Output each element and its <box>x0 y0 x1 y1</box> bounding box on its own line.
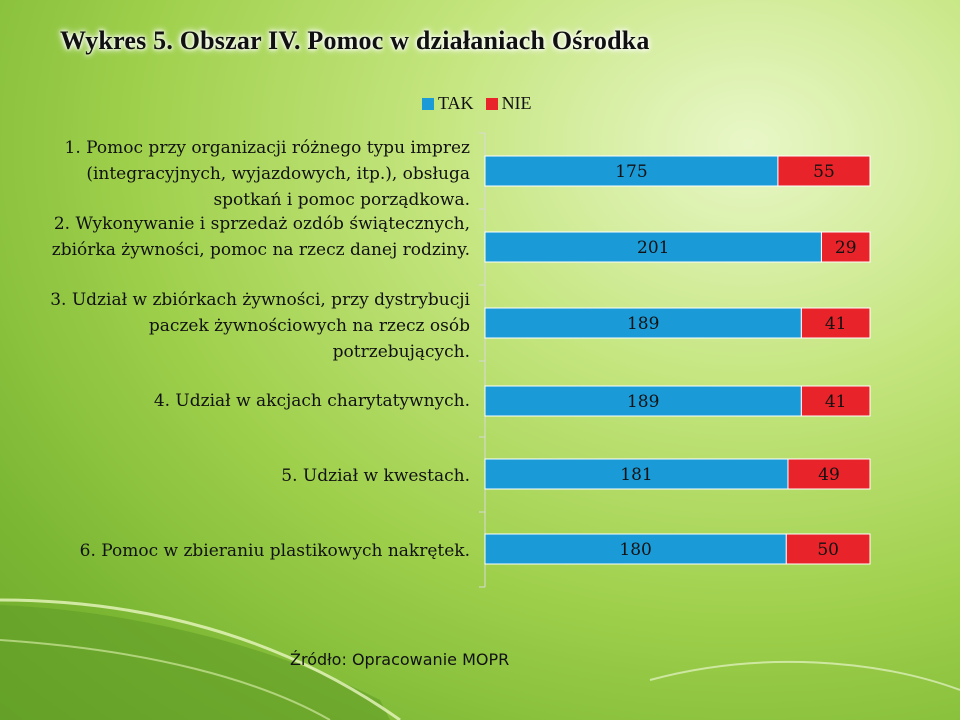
category-label-6: 6. Pomoc w zbieraniu plastikowych nakręt… <box>79 541 470 561</box>
legend-swatch-tak <box>422 97 434 110</box>
legend-label-nie: NIE <box>501 93 532 113</box>
bar-tak-6 <box>484 533 787 565</box>
category-label-5: 5. Udział w kwestach. <box>281 466 470 486</box>
value-label-nie-1: 55 <box>813 162 835 182</box>
value-label-tak-1: 175 <box>615 162 647 182</box>
legend: TAK NIE <box>422 93 544 114</box>
value-label-tak-3: 189 <box>627 314 659 334</box>
bar-tak-5 <box>484 458 789 490</box>
category-label-4: 4. Udział w akcjach charytatywnych. <box>153 391 470 411</box>
chart-title: Wykres 5. Obszar IV. Pomoc w działaniach… <box>60 26 650 55</box>
value-label-tak-6: 180 <box>619 540 651 560</box>
category-label-3: 3. Udział w zbiórkach żywności, przy dys… <box>50 290 470 362</box>
value-label-nie-2: 29 <box>835 238 857 258</box>
value-label-nie-3: 41 <box>825 314 847 334</box>
legend-swatch-nie <box>485 97 498 110</box>
value-label-nie-4: 41 <box>825 392 847 412</box>
bar-nie-1 <box>777 155 871 187</box>
legend-item-nie: NIE <box>485 93 532 114</box>
bar-nie-2 <box>820 231 871 263</box>
legend-label-tak: TAK <box>438 93 474 113</box>
category-label-1: 1. Pomoc przy organizacji różnego typu i… <box>64 138 470 210</box>
legend-item-tak: TAK <box>422 93 474 114</box>
category-label-2: 2. Wykonywanie i sprzedaż ozdób świątecz… <box>51 214 470 260</box>
bar-nie-3 <box>800 307 871 339</box>
bar-tak-3 <box>484 307 802 339</box>
value-label-nie-5: 49 <box>818 465 840 485</box>
bar-tak-4 <box>484 385 802 417</box>
value-label-tak-2: 201 <box>637 238 669 258</box>
value-label-tak-5: 181 <box>620 465 652 485</box>
value-label-nie-6: 50 <box>817 540 839 560</box>
bar-nie-5 <box>787 458 871 490</box>
bar-nie-4 <box>800 385 871 417</box>
bar-nie-6 <box>785 533 871 565</box>
bar-tak-1 <box>484 155 779 187</box>
bar-tak-2 <box>484 231 822 263</box>
value-label-tak-4: 189 <box>627 392 659 412</box>
source-note: Źródło: Opracowanie MOPR <box>290 650 510 669</box>
